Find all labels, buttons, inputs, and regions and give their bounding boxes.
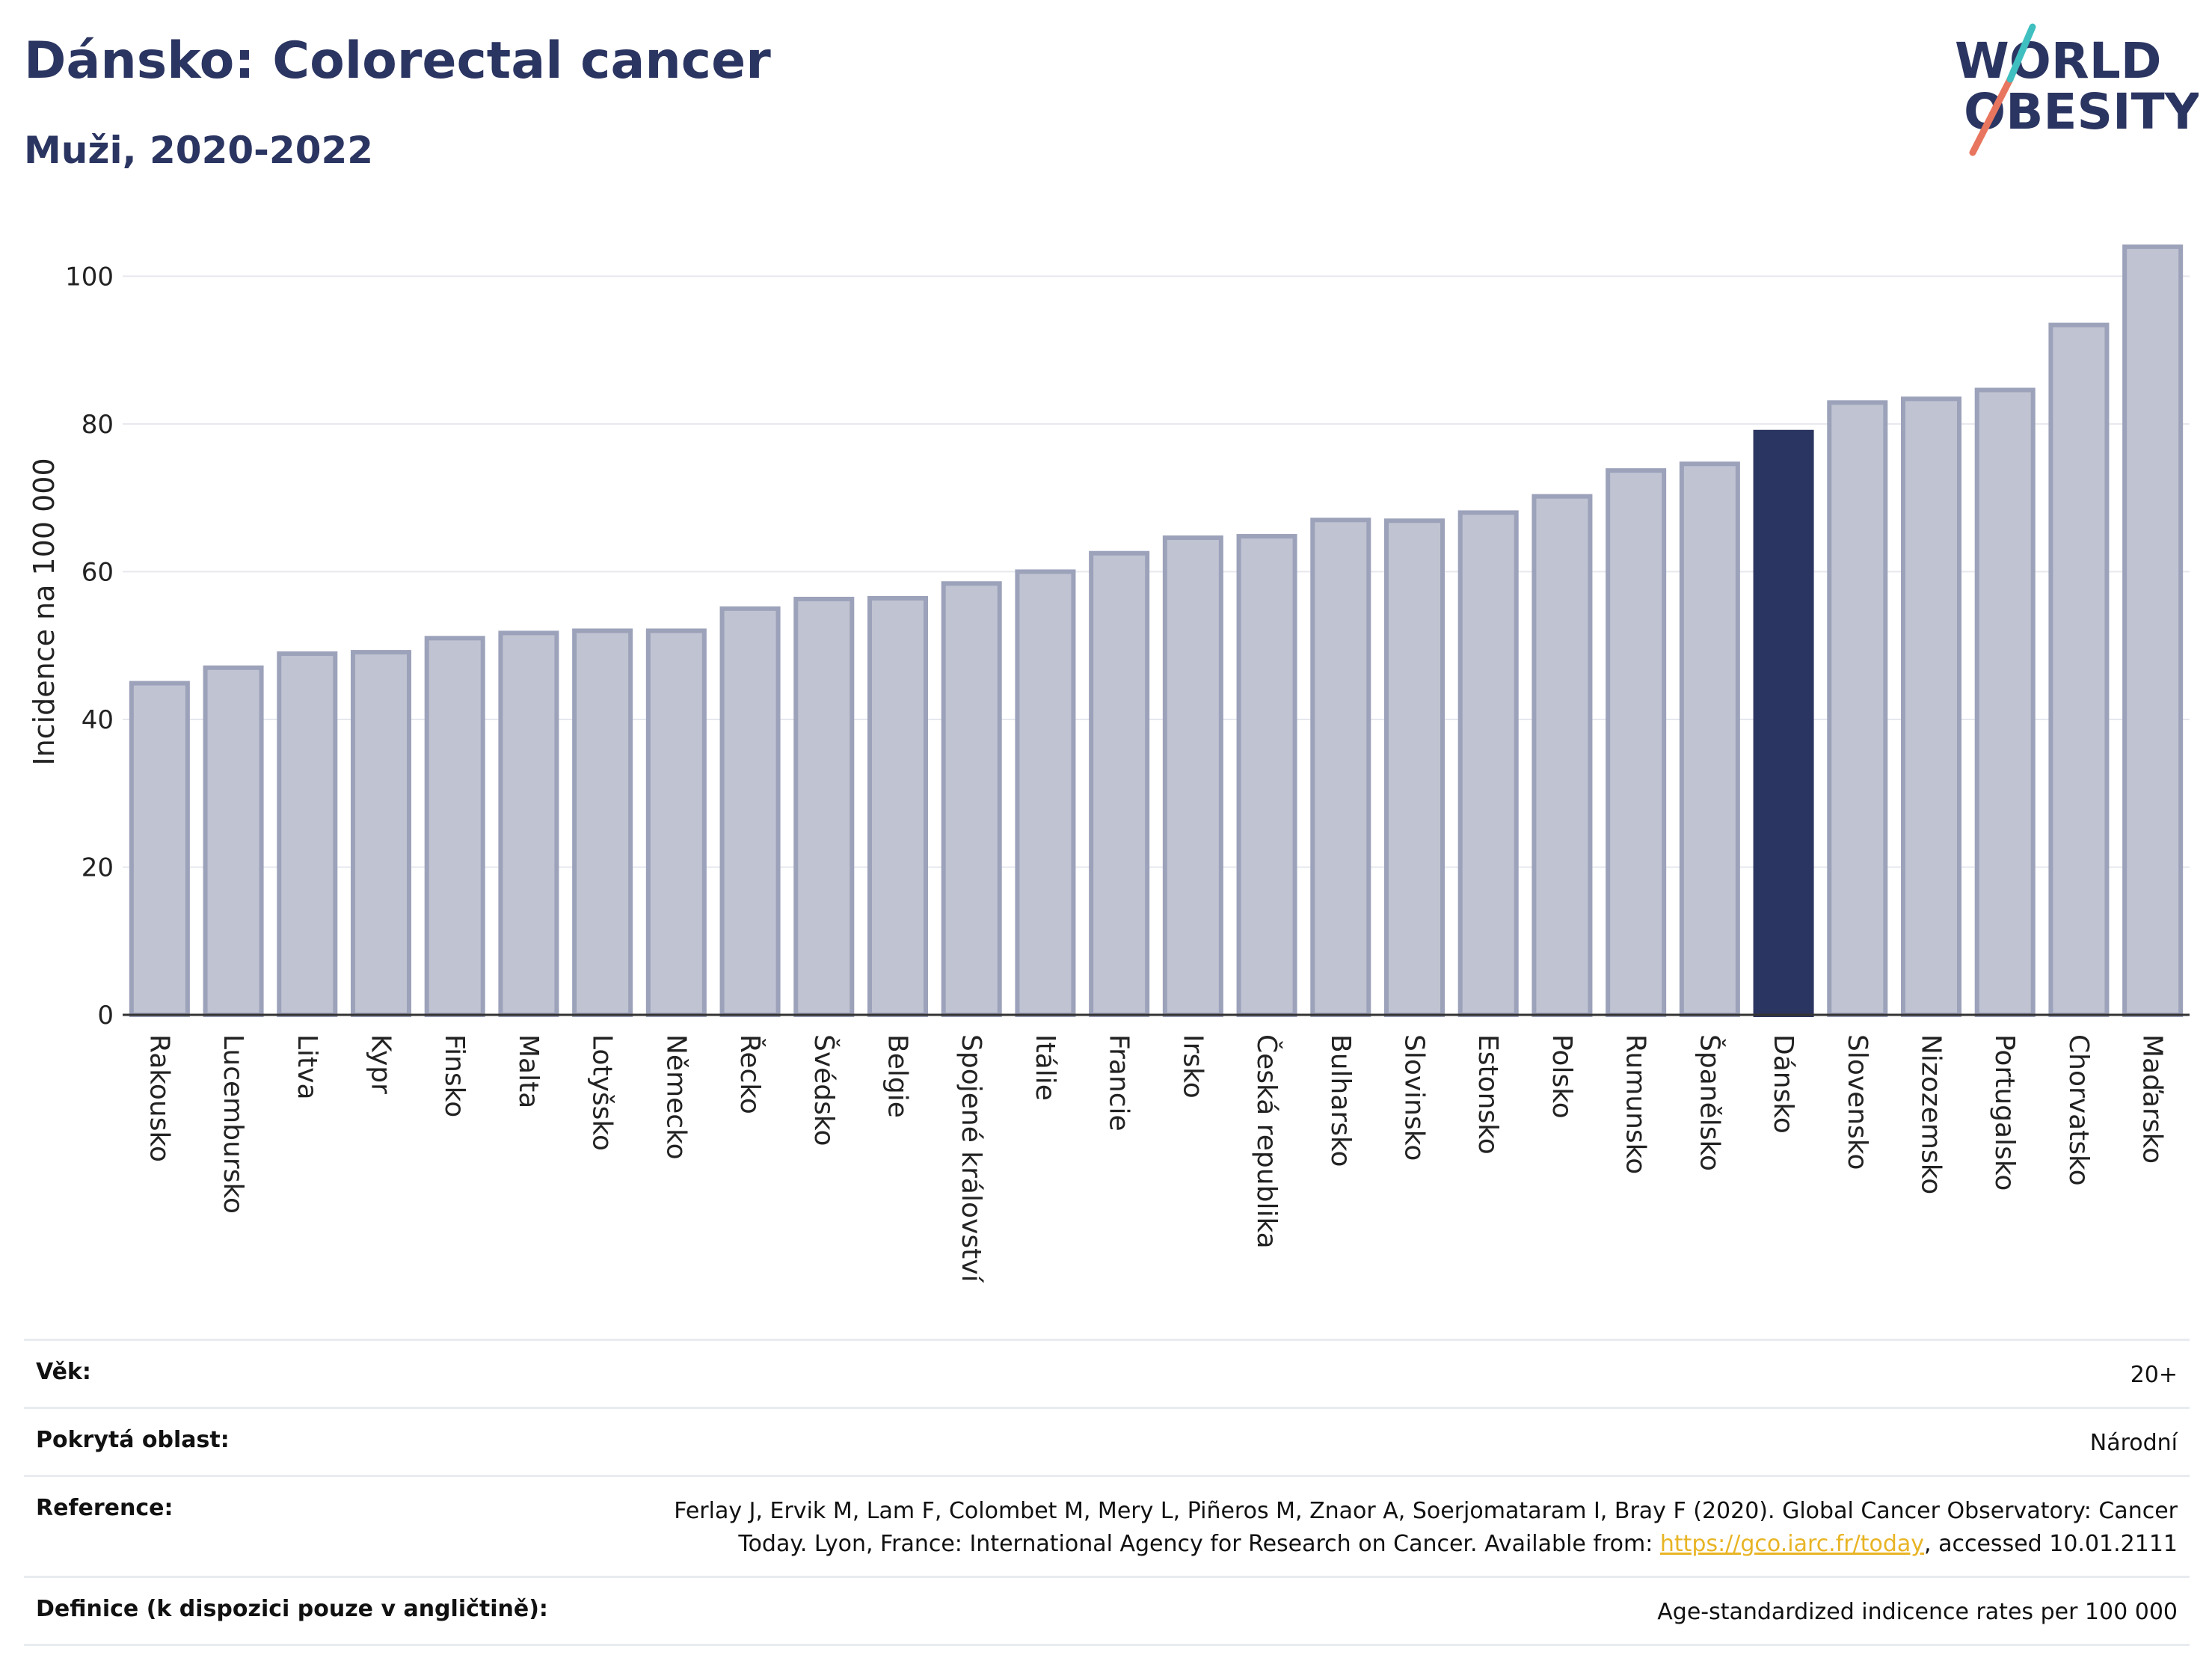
- bar: [1457, 510, 1519, 1017]
- x-tick-label: Maďarsko: [2137, 1034, 2168, 1164]
- x-tick-label: Polsko: [1546, 1034, 1577, 1119]
- x-tick-label: Německo: [660, 1034, 691, 1160]
- bar: [1383, 518, 1446, 1017]
- bar: [1974, 387, 2036, 1017]
- meta-value: 20+: [2130, 1362, 2178, 1388]
- x-tick-label: Francie: [1104, 1034, 1134, 1132]
- x-tick-label: Itálie: [1030, 1034, 1060, 1101]
- logo-slash-coral: [1969, 76, 2014, 156]
- y-tick-label: 0: [97, 1001, 114, 1031]
- x-tick-label: Portugalsko: [1989, 1034, 2020, 1191]
- bar-highlighted: [1753, 429, 1814, 1017]
- y-tick-label: 60: [82, 557, 114, 587]
- x-tick-label: Chorvatsko: [2063, 1034, 2094, 1186]
- bar: [2048, 322, 2110, 1018]
- world-obesity-logo: WORLD OBESITY: [1955, 23, 2199, 156]
- bar: [1531, 494, 1593, 1017]
- bar: [1606, 468, 1667, 1017]
- y-tick-label: 20: [82, 853, 114, 882]
- bar: [1162, 535, 1223, 1017]
- bar: [941, 581, 1002, 1017]
- meta-row-age: Věk: 20+: [24, 1339, 2190, 1407]
- bar: [793, 596, 855, 1017]
- y-axis-label: Incidence na 100 000: [28, 458, 61, 765]
- y-tick-label: 40: [82, 705, 114, 735]
- x-tick-label: Finsko: [439, 1034, 470, 1117]
- x-tick-label: Rakousko: [144, 1034, 174, 1162]
- x-tick-label: Rumunsko: [1620, 1034, 1651, 1174]
- x-tick-label: Řecko: [734, 1034, 766, 1114]
- bar: [498, 630, 559, 1017]
- bar: [1310, 518, 1371, 1017]
- meta-label: Pokrytá oblast:: [36, 1427, 230, 1453]
- x-tick-label: Irsko: [1177, 1034, 1208, 1099]
- x-tick-label: Lotyšsko: [587, 1034, 618, 1151]
- bar: [424, 636, 485, 1017]
- bar: [1015, 569, 1076, 1017]
- bar: [1089, 550, 1150, 1017]
- x-tick-label: Litva: [292, 1034, 322, 1100]
- bar: [645, 628, 707, 1017]
- logo-line1: WORLD: [1955, 32, 2162, 90]
- x-tick-label: Kypr: [366, 1034, 396, 1094]
- bar: [1900, 396, 1962, 1017]
- x-tick-label: Lucembursko: [218, 1034, 248, 1214]
- x-tick-label: Bulharsko: [1325, 1034, 1356, 1167]
- bar-chart: 0 20 40 60 80 100 Rakousko Lucembursko Litva Kyp…: [28, 244, 2190, 1283]
- bar: [350, 650, 412, 1017]
- logo-slash-teal: [2006, 23, 2036, 83]
- meta-label: Reference:: [36, 1495, 173, 1521]
- x-tick-label: Slovensko: [1842, 1034, 1872, 1170]
- x-tick-label: Belgie: [882, 1034, 913, 1118]
- bar: [1827, 400, 1888, 1017]
- bar: [129, 681, 190, 1017]
- y-axis-ticks: 0 20 40 60 80 100: [65, 262, 114, 1031]
- reference-text: Ferlay J, Ervik M, Lam F, Colombet M, Me…: [674, 1498, 2178, 1557]
- x-tick-label: Nizozemsko: [1916, 1034, 1947, 1194]
- chart-title: Dánsko: Colorectal cancer: [24, 31, 771, 90]
- meta-row-reference: Reference: Ferlay J, Ervik M, Lam F, Col…: [24, 1475, 2190, 1576]
- meta-label: Věk:: [36, 1359, 91, 1385]
- y-tick-label: 80: [82, 410, 114, 440]
- x-tick-label: Malta: [513, 1034, 544, 1108]
- bar: [572, 628, 633, 1017]
- reference-accessed: , accessed 10.01.2111: [1924, 1531, 2178, 1557]
- meta-value: Ferlay J, Ervik M, Lam F, Colombet M, Me…: [607, 1495, 2178, 1561]
- x-axis-labels: Rakousko Lucembursko Litva Kypr Finsko Malta L…: [144, 1034, 2167, 1283]
- x-tick-label: Slovinsko: [1399, 1034, 1430, 1161]
- x-tick-label: Švédsko: [808, 1034, 840, 1146]
- reference-link[interactable]: https://gco.iarc.fr/today: [1659, 1531, 1925, 1557]
- meta-value: Národní: [2089, 1430, 2178, 1456]
- x-tick-label: Dánsko: [1768, 1034, 1798, 1134]
- meta-label: Definice (k dispozici pouze v angličtině…: [36, 1596, 548, 1622]
- bar: [1679, 461, 1740, 1017]
- bars: [129, 244, 2184, 1018]
- x-tick-label: Česká republika: [1251, 1034, 1282, 1249]
- x-tick-label: Estonsko: [1472, 1034, 1503, 1155]
- bar: [867, 595, 929, 1017]
- x-tick-label: Spojené království: [956, 1034, 986, 1283]
- bar: [203, 665, 264, 1017]
- metadata-table: Věk: 20+ Pokrytá oblast: Národní Referen…: [24, 1339, 2190, 1646]
- meta-value: Age-standardized indicence rates per 100…: [1657, 1599, 2178, 1625]
- bar: [277, 651, 338, 1017]
- x-tick-label: Španělsko: [1694, 1034, 1725, 1171]
- bar: [2122, 244, 2184, 1017]
- meta-row-definition: Definice (k dispozici pouze v angličtině…: [24, 1576, 2190, 1646]
- y-tick-label: 100: [65, 262, 114, 292]
- chart-subtitle: Muži, 2020-2022: [24, 129, 374, 172]
- bar: [719, 606, 781, 1017]
- bar: [1236, 534, 1297, 1017]
- meta-row-coverage: Pokrytá oblast: Národní: [24, 1407, 2190, 1475]
